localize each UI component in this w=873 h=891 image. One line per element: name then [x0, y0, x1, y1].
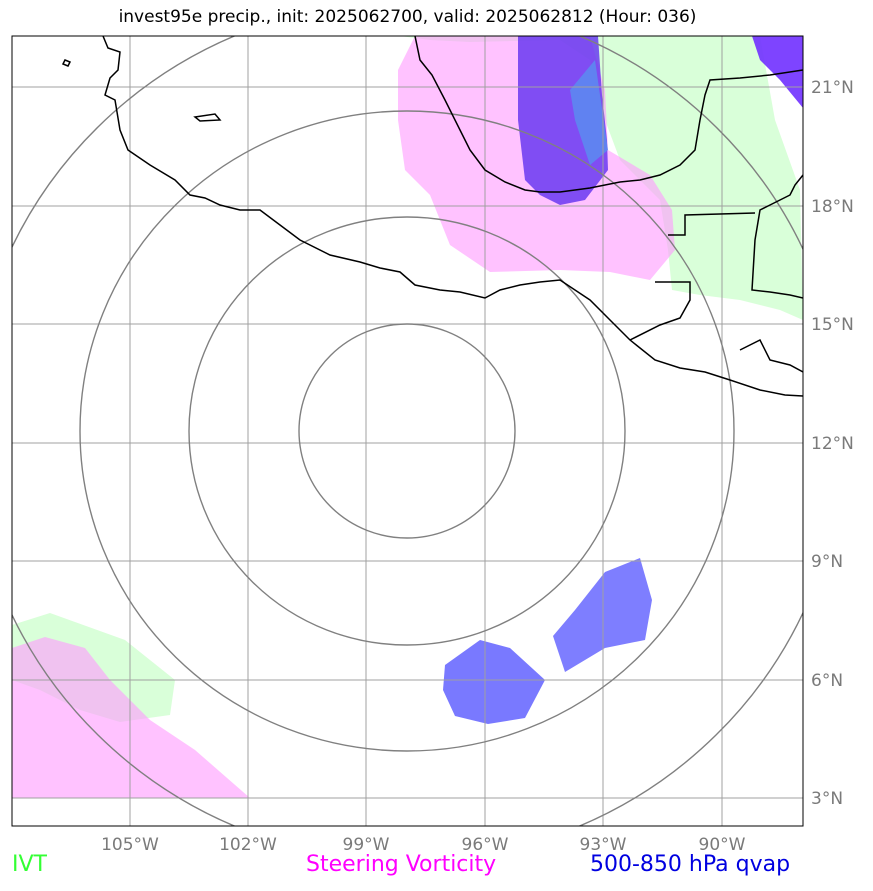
lat-label: 9°N: [811, 552, 843, 572]
legend-qvap: 500-850 hPa qvap: [590, 852, 791, 877]
map-frame: [11, 35, 804, 827]
lat-label: 12°N: [811, 434, 854, 454]
lat-axis: 21°N 18°N 15°N 12°N 9°N 6°N 3°N: [811, 78, 854, 809]
lat-label: 21°N: [811, 78, 854, 98]
range-rings: [12, 36, 803, 826]
legend-steering-vorticity: Steering Vorticity: [306, 852, 497, 877]
gridlines: [12, 36, 803, 826]
lat-label: 6°N: [811, 671, 843, 691]
lon-label: 99°W: [343, 835, 390, 855]
lon-label: 102°W: [219, 835, 277, 855]
lon-axis: 105°W 102°W 99°W 96°W 93°W 90°W: [101, 835, 746, 855]
lon-label: 90°W: [699, 835, 746, 855]
lon-label: 93°W: [580, 835, 627, 855]
coastlines: [61, 36, 803, 397]
lat-label: 3°N: [811, 789, 843, 809]
map-title: invest95e precip., init: 2025062700, val…: [118, 7, 697, 27]
lon-label: 96°W: [462, 835, 509, 855]
legend-ivt: IVT: [12, 852, 47, 877]
lat-label: 18°N: [811, 197, 854, 217]
lon-label: 105°W: [101, 835, 159, 855]
lat-label: 15°N: [811, 315, 854, 335]
